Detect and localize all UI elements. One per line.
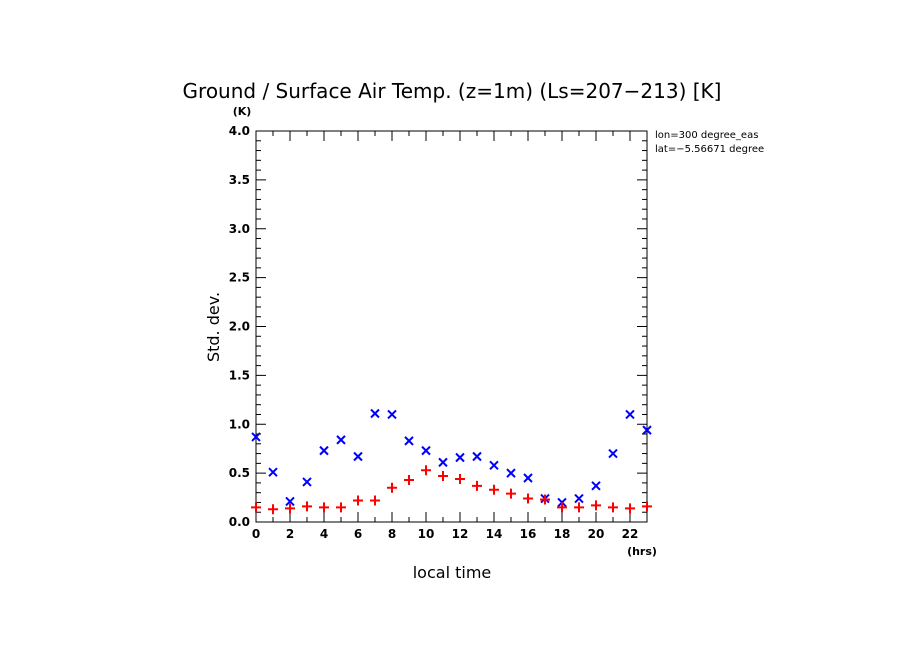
- air-temp-point: [523, 493, 533, 504]
- air-temp-point: [625, 503, 635, 514]
- x-tick-label: 8: [388, 527, 396, 541]
- y-tick-label: 0.0: [229, 515, 250, 529]
- ground-temp-point: [370, 408, 380, 419]
- ground-temp-point: [251, 432, 261, 442]
- y-tick-label: 0.5: [229, 466, 250, 480]
- axes-ticks: 0.0 0.5 1.0 1.5 2.0 2.5 3.0 3.5 4.0 0 2 4 6 8 10 12 14 16…: [229, 124, 648, 541]
- lon-annotation: lon=300 degree_eas: [655, 130, 758, 141]
- ground-temp-point: [608, 448, 618, 459]
- air-temp-point: [506, 488, 516, 499]
- air-temp-point: [421, 465, 431, 476]
- ground-temp-point: [455, 452, 465, 463]
- y-tick-label: 2.5: [229, 271, 250, 285]
- ground-temp-point: [625, 409, 635, 420]
- y-tick-label: 3.5: [229, 173, 250, 187]
- y-tick-label: 2.0: [229, 320, 250, 334]
- ground-temp-point: [574, 493, 584, 504]
- ground-temp-point: [523, 473, 533, 483]
- air-temp-point: [336, 502, 346, 513]
- ground-temp-point: [489, 460, 499, 471]
- ground-temp-point: [319, 445, 329, 456]
- air-temp-point: [438, 471, 448, 482]
- air-temp-point: [251, 502, 261, 513]
- lat-annotation: lat=−5.56671 degree: [655, 144, 764, 155]
- ground-temp-point: [421, 445, 431, 456]
- x-tick-label: 22: [622, 527, 639, 541]
- ground-temp-point: [472, 451, 482, 462]
- y-axis-unit: (K): [233, 105, 252, 118]
- y-tick-label: 1.0: [229, 417, 250, 431]
- x-tick-label: 6: [354, 527, 362, 541]
- x-tick-label: 10: [418, 527, 435, 541]
- ground-temp-point: [353, 451, 363, 462]
- x-tick-label: 12: [452, 527, 469, 541]
- air-temp-point: [642, 501, 652, 512]
- ground-temp-point: [302, 477, 312, 487]
- air-temp-point: [608, 502, 618, 513]
- ground-temp-point: [642, 425, 652, 435]
- y-tick-label: 3.0: [229, 222, 250, 236]
- air-temp-point: [455, 473, 465, 484]
- air-temp-point: [387, 482, 397, 493]
- ground-temp-point: [591, 481, 601, 491]
- air-temp-point: [353, 495, 363, 506]
- air-temp-point: [370, 495, 380, 506]
- x-tick-label: 16: [520, 527, 537, 541]
- plot-frame: [255, 130, 648, 523]
- y-axis-label: Std. dev.: [204, 292, 223, 362]
- air-temp-point: [285, 503, 295, 514]
- air-temp-point: [319, 502, 329, 513]
- x-tick-label: 2: [286, 527, 294, 541]
- air-temp-point: [489, 484, 499, 495]
- air-temp-point: [302, 501, 312, 512]
- ground-temp-point: [404, 436, 414, 446]
- x-tick-label: 14: [486, 527, 503, 541]
- air-temp-point: [540, 494, 550, 505]
- data-points: [251, 408, 652, 515]
- ground-temp-point: [506, 468, 516, 478]
- air-temp-point: [268, 504, 278, 515]
- ground-temp-point: [268, 467, 278, 477]
- ground-temp-point: [438, 457, 448, 468]
- air-temp-point: [557, 502, 567, 513]
- x-tick-label: 0: [252, 527, 260, 541]
- x-tick-label: 18: [554, 527, 571, 541]
- y-tick-label: 1.5: [229, 368, 250, 382]
- x-axis-label: local time: [413, 563, 492, 582]
- ground-temp-point: [336, 435, 346, 445]
- y-tick-label: 4.0: [229, 124, 250, 138]
- air-temp-point: [404, 474, 414, 485]
- x-tick-label: 4: [320, 527, 328, 541]
- ground-temp-point: [387, 409, 397, 420]
- x-tick-label: 20: [588, 527, 605, 541]
- chart-title: Ground / Surface Air Temp. (z=1m) (Ls=20…: [183, 79, 722, 103]
- air-temp-point: [472, 480, 482, 491]
- x-axis-unit: (hrs): [627, 545, 657, 558]
- air-temp-point: [591, 500, 601, 511]
- ground-temp-point: [285, 496, 295, 507]
- air-temp-point: [574, 502, 584, 513]
